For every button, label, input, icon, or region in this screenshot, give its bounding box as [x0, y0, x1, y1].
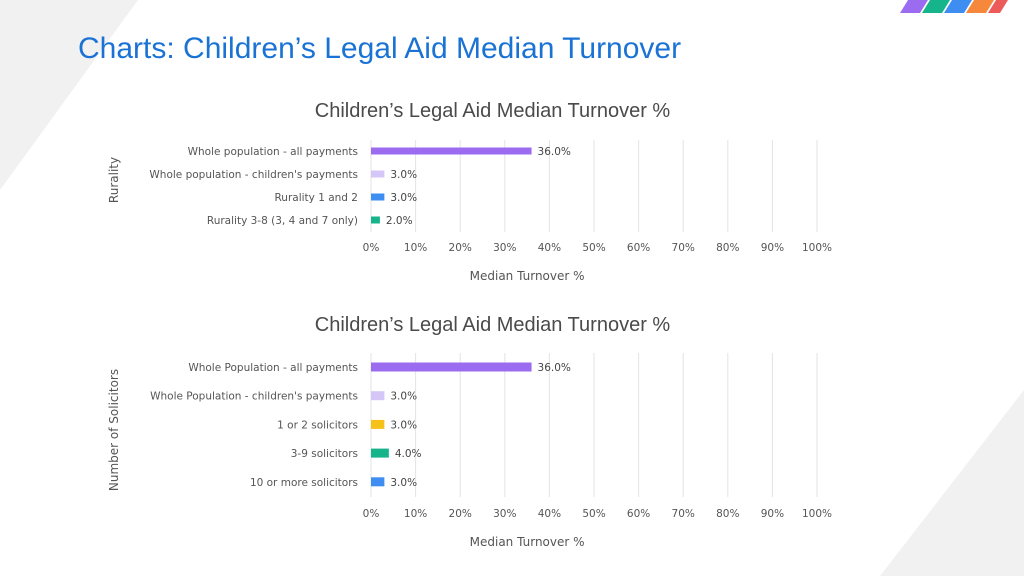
- x-tick-label: 50%: [582, 242, 605, 254]
- x-tick-label: 50%: [582, 508, 605, 520]
- x-tick-label: 60%: [627, 242, 650, 254]
- y-axis-title: Number of Solicitors: [107, 369, 121, 491]
- x-axis-title: Median Turnover %: [470, 269, 585, 283]
- data-label: 3.0%: [390, 477, 417, 489]
- category-label: Whole population - all payments: [188, 146, 358, 158]
- data-label: 4.0%: [395, 448, 422, 460]
- bar: [371, 216, 380, 224]
- x-tick-label: 10%: [404, 242, 427, 254]
- bar: [371, 477, 385, 487]
- x-tick-label: 60%: [627, 508, 650, 520]
- category-label: Whole Population - all payments: [188, 362, 358, 374]
- x-tick-label: 100%: [802, 242, 832, 254]
- brand-logo-icon: [900, 0, 1008, 13]
- category-label: Whole population - children's payments: [149, 169, 358, 181]
- x-tick-label: 90%: [761, 508, 784, 520]
- x-tick-label: 80%: [716, 242, 739, 254]
- category-label: Whole Population - children's payments: [150, 391, 358, 403]
- x-tick-label: 30%: [493, 508, 516, 520]
- chart-title-solicitors: Children’s Legal Aid Median Turnover %: [314, 314, 671, 336]
- bar: [371, 391, 385, 401]
- x-tick-label: 70%: [672, 508, 695, 520]
- x-tick-label: 100%: [802, 508, 832, 520]
- bar: [371, 170, 385, 178]
- bar: [371, 147, 532, 155]
- x-tick-label: 0%: [363, 508, 380, 520]
- data-label: 36.0%: [538, 146, 571, 158]
- data-label: 3.0%: [390, 419, 417, 431]
- data-label: 3.0%: [390, 169, 417, 181]
- bar: [371, 448, 389, 458]
- data-label: 3.0%: [390, 391, 417, 403]
- category-label: Rurality 1 and 2: [274, 192, 358, 204]
- x-tick-label: 40%: [538, 508, 561, 520]
- x-tick-label: 10%: [404, 508, 427, 520]
- x-tick-label: 40%: [538, 242, 561, 254]
- x-tick-label: 20%: [449, 242, 472, 254]
- category-label: 1 or 2 solicitors: [277, 419, 358, 431]
- x-tick-label: 20%: [449, 508, 472, 520]
- category-label: 3-9 solicitors: [291, 448, 358, 460]
- bar: [371, 419, 385, 429]
- x-tick-label: 70%: [672, 242, 695, 254]
- category-label: Rurality 3-8 (3, 4 and 7 only): [207, 215, 358, 227]
- x-tick-label: 80%: [716, 508, 739, 520]
- x-tick-label: 90%: [761, 242, 784, 254]
- data-label: 36.0%: [538, 362, 571, 374]
- chart-number-of-solicitors: 0% 10% 20% 30% 40% 50% 60% 70% 80% 90% 100% Whole P…: [107, 353, 832, 549]
- page-title: Charts: Children’s Legal Aid Median Turn…: [78, 32, 682, 65]
- chart-rurality: 0% 10% 20% 30% 40% 50% 60% 70% 80% 90% 100% Whole p…: [107, 140, 832, 283]
- y-axis-title: Rurality: [107, 157, 121, 203]
- data-label: 2.0%: [386, 215, 413, 227]
- x-tick-label: 0%: [363, 242, 380, 254]
- x-tick-label: 30%: [493, 242, 516, 254]
- chart-title-rurality: Children’s Legal Aid Median Turnover %: [314, 100, 671, 122]
- x-axis-title: Median Turnover %: [470, 535, 585, 549]
- bar: [371, 193, 385, 201]
- category-label: 10 or more solicitors: [250, 477, 358, 489]
- bar: [371, 362, 532, 372]
- data-label: 3.0%: [390, 192, 417, 204]
